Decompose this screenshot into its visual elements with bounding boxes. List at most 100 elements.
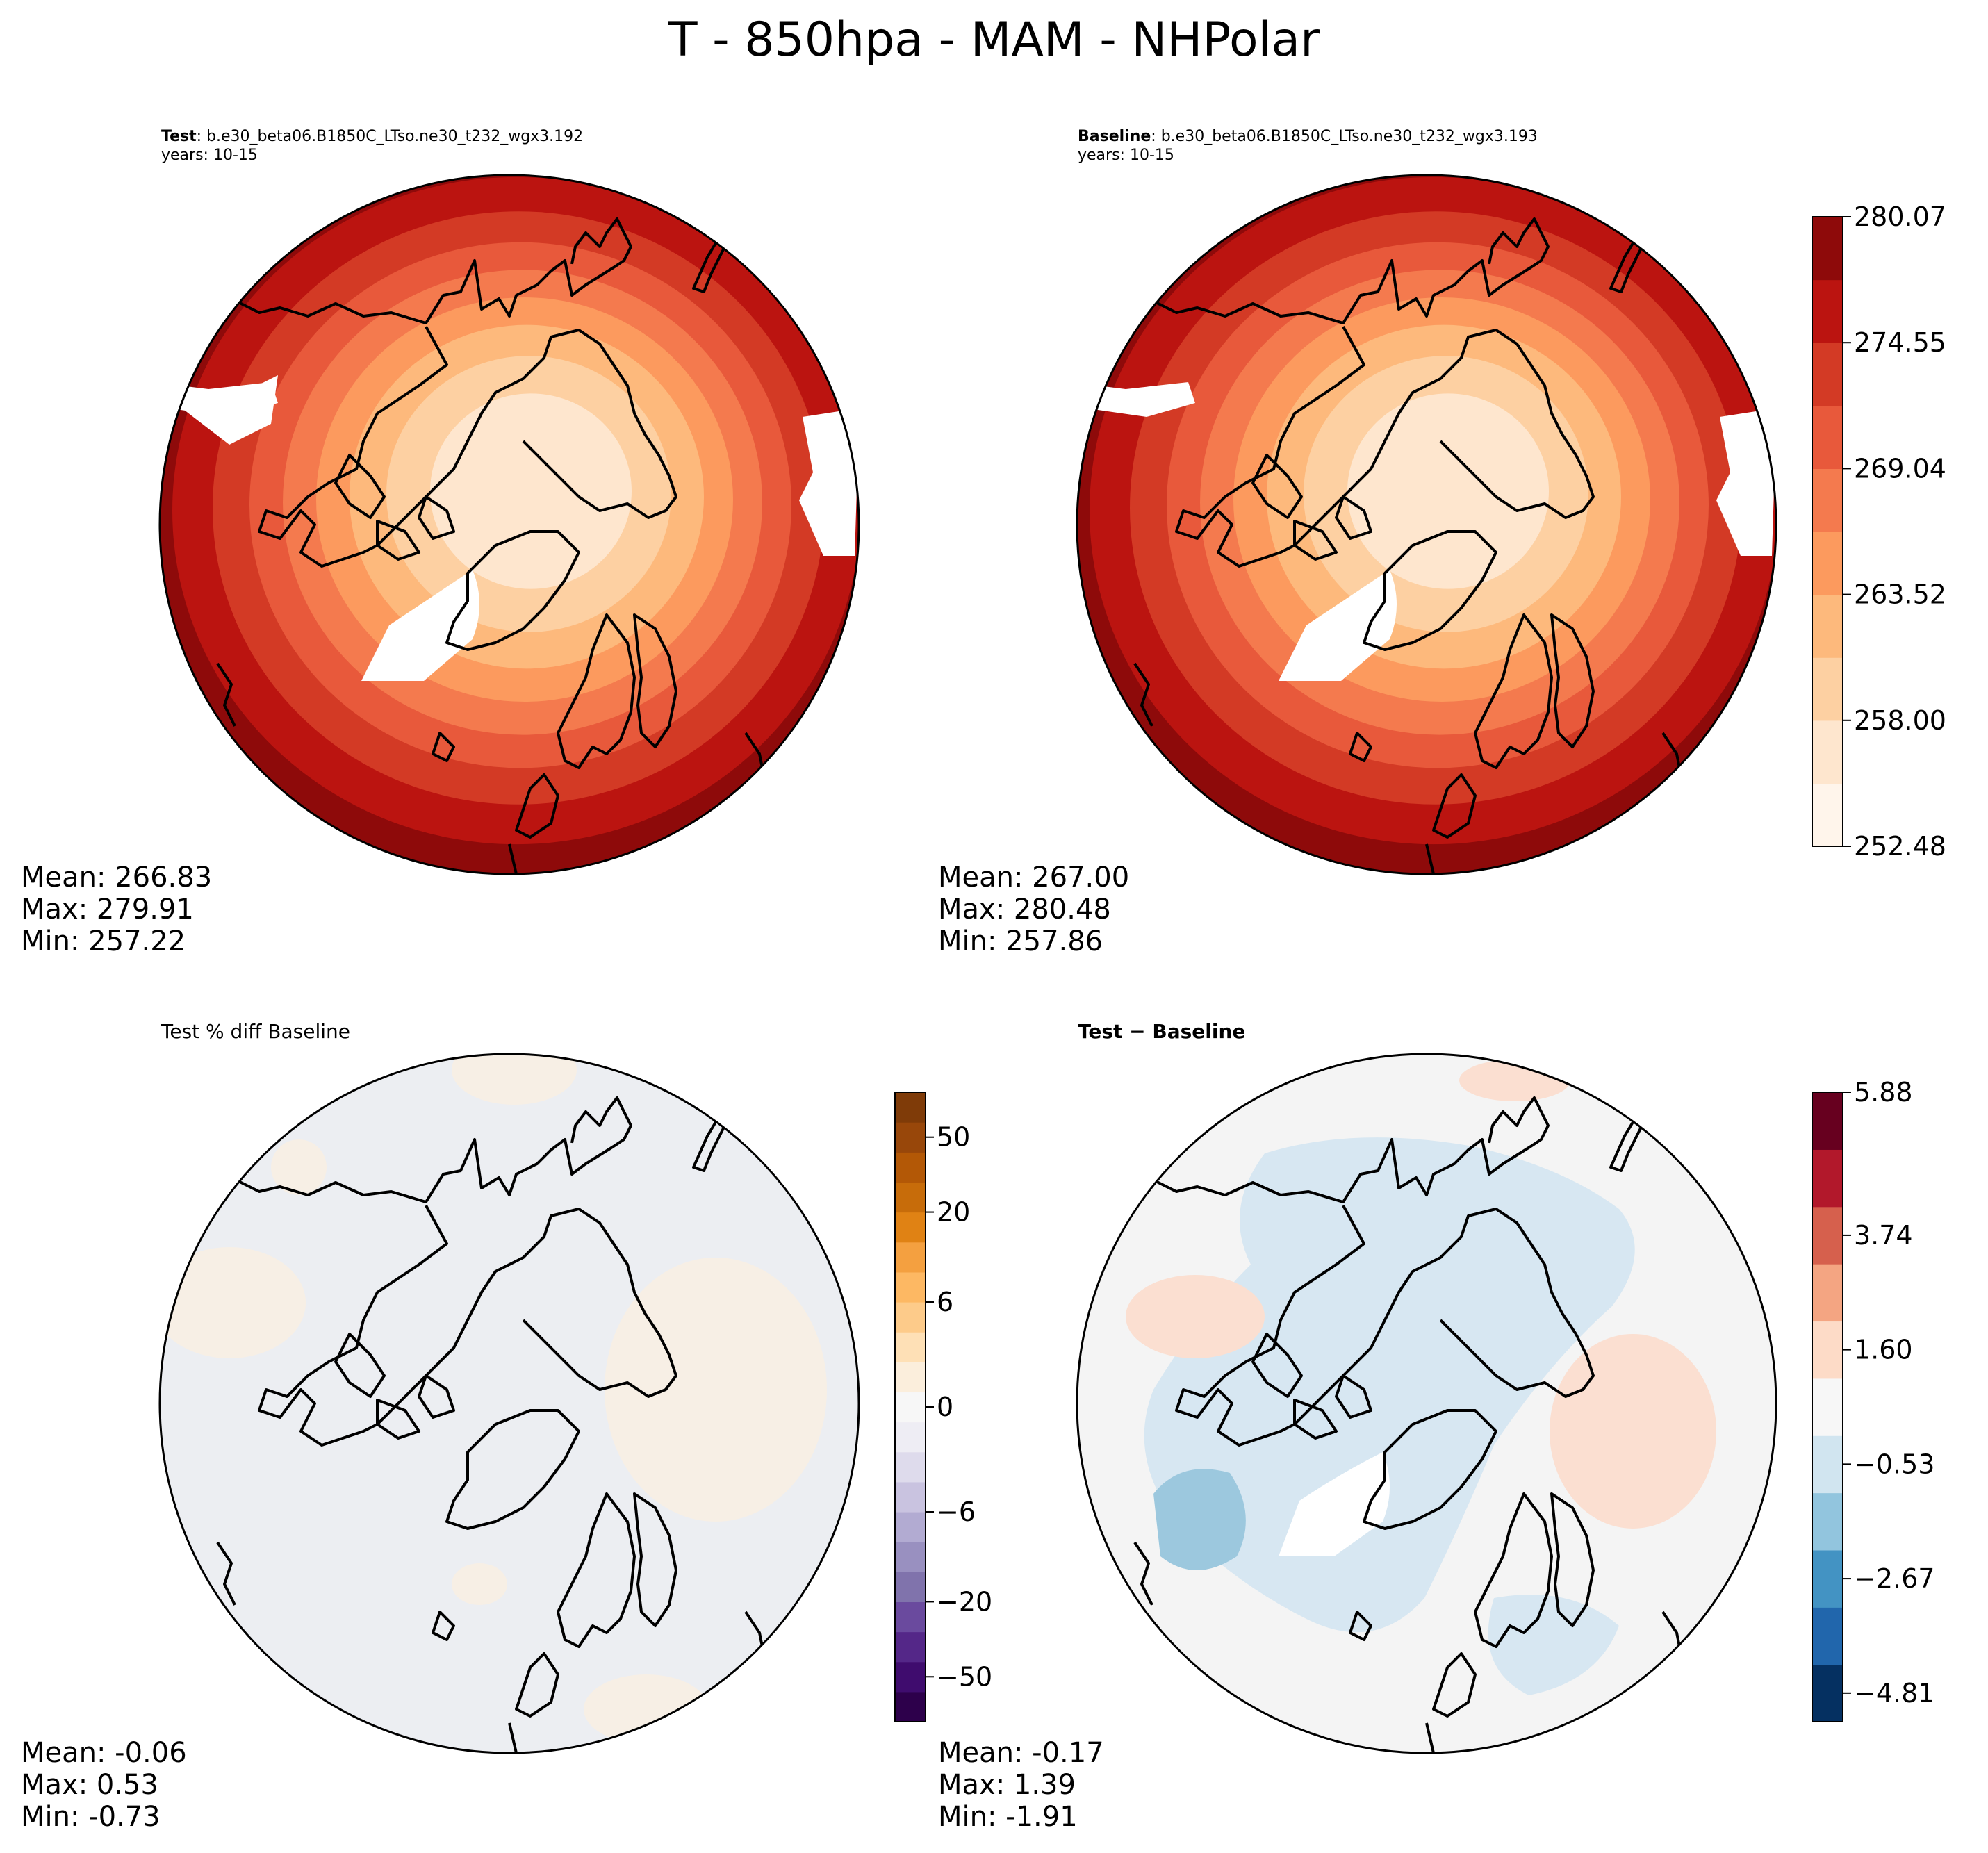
colorbar-tick-label: 280.07 [1854,201,1946,232]
colorbar-swatch [895,1691,926,1722]
diff-negative-regions [1144,1137,1635,1695]
colorbar-swatch [1812,468,1843,532]
temperature-colorbar: 252.48 258.00 263.52 269.04 274.55 280.07 [1812,201,1946,862]
test-max: Max: 279.91 [21,893,194,925]
colorbar-swatch [895,1302,926,1333]
colorbar-tick-label: 6 [937,1287,953,1317]
colorbar-swatch [1812,1378,1843,1436]
colorbar-swatch [1812,217,1843,281]
diff-stats: Mean: -0.17 Max: 1.39 Min: -1.91 [938,1737,1104,1833]
diff-positive-regions [1126,1060,1716,1529]
colorbar-tick-label: −6 [937,1497,976,1527]
colorbar-frame [1812,216,1843,847]
colorbar-swatch [895,1542,926,1572]
diff-mean: Mean: -0.17 [938,1737,1104,1769]
colorbar-tick-label: 269.04 [1854,453,1946,484]
colorbar-swatch [1812,1549,1843,1608]
colorbar-swatch [1812,594,1843,658]
colorbar-swatch [895,1422,926,1453]
colorbar-tick-label: 252.48 [1854,831,1946,862]
test-label-bold: Test [161,128,197,145]
colorbar-tick-label: 258.00 [1854,705,1946,736]
diff-negative-core [1153,1469,1246,1570]
colorbar-swatch [895,1152,926,1183]
test-map [160,175,859,874]
test-min: Min: 257.22 [21,925,186,957]
baseline-temperature-field [1077,175,1776,874]
colorbar-swatch [895,1362,926,1393]
colorbar-swatch [1812,1092,1843,1150]
baseline-map [1077,175,1776,874]
colorbar-swatch [1812,1607,1843,1665]
colorbar-tick-label: 263.52 [1854,579,1946,610]
pctdiff-max: Max: 0.53 [21,1769,158,1801]
baseline-map-border [1076,174,1777,875]
diff-map [1077,1054,1776,1753]
colorbar-swatch [895,1332,926,1362]
pctdiff-colorbar: −50 −20 −6 0 6 20 50 [894,1092,992,1722]
colorbar-swatch [895,1451,926,1483]
colorbar-swatch [895,1481,926,1513]
colorbar-swatch [895,1092,926,1123]
colorbar-swatch [1812,783,1843,847]
temp-band-7 [1347,393,1549,589]
colorbar-tick-label: −0.53 [1854,1449,1934,1479]
test-mean: Mean: 266.83 [21,862,213,893]
baseline-max: Max: 280.48 [938,893,1111,925]
colorbar-swatch [1812,1264,1843,1322]
colorbar-swatch [1812,405,1843,469]
colorbar-swatch [895,1271,926,1303]
colorbar-swatch [1812,1206,1843,1265]
baseline-mean: Mean: 267.00 [938,862,1130,893]
colorbar-tick-label: 3.74 [1854,1220,1913,1251]
test-stats: Mean: 266.83 Max: 279.91 Min: 257.22 [21,862,212,957]
pctdiff-positive-regions [160,1054,827,1744]
colorbar-swatch [1812,657,1843,721]
test-label: Test: b.e30_beta06.B1850C_LTso.ne30_t232… [161,127,583,146]
colorbar-swatch [1812,1321,1843,1379]
baseline-greenland-ice [1279,570,1397,681]
test-map-border [158,174,860,875]
colorbar-swatch [1812,532,1843,595]
colorbar-swatch [1812,1492,1843,1551]
pctdiff-field-background [160,1054,859,1753]
diff-max: Max: 1.39 [938,1769,1076,1801]
diff-min: Min: -1.91 [938,1801,1078,1833]
colorbar-tick-label: 274.55 [1854,327,1946,358]
colorbar-swatch [895,1661,926,1693]
baseline-label: Baseline: b.e30_beta06.B1850C_LTso.ne30_… [1078,127,1538,146]
temp-band-7 [430,393,632,589]
colorbar-swatch [1812,343,1843,406]
colorbar-swatch [895,1572,926,1603]
baseline-min: Min: 257.86 [938,925,1103,957]
colorbar-swatch [895,1512,926,1542]
colorbar-swatch [1812,1149,1843,1208]
test-greenland-ice [361,570,479,681]
baseline-label-bold: Baseline [1078,128,1151,145]
colorbar-tick-label: 0 [937,1392,953,1422]
colorbar-swatch [895,1212,926,1243]
colorbar-tick-label: −20 [937,1586,992,1617]
colorbar-tick-label: −4.81 [1854,1678,1934,1708]
pctdiff-map-border [158,1053,860,1754]
colorbar-swatch [895,1242,926,1273]
diff-map-border [1076,1053,1777,1754]
colorbar-swatch [895,1182,926,1213]
colorbar-tick-label: −2.67 [1854,1563,1934,1594]
diff-greenland-ice [1279,1452,1390,1556]
diff-colorbar: −4.81 −2.67 −0.53 1.60 3.74 5.88 [1812,1077,1934,1722]
colorbar-swatch [1812,1664,1843,1722]
pctdiff-heading: Test % diff Baseline [161,1020,351,1043]
test-years: years: 10-15 [161,147,258,164]
colorbar-swatch [895,1631,926,1663]
diff-heading: Test − Baseline [1078,1020,1246,1043]
colorbar-tick-label: −50 [937,1661,992,1692]
baseline-years: years: 10-15 [1078,147,1174,164]
colorbar-tick-label: 5.88 [1854,1077,1913,1107]
figure-title: T - 850hpa - MAM - NHPolar [668,13,1320,67]
colorbar-swatch [895,1392,926,1423]
test-plateau-mask-east [799,410,858,556]
colorbar-swatch [895,1122,926,1153]
pctdiff-mean: Mean: -0.06 [21,1737,187,1769]
